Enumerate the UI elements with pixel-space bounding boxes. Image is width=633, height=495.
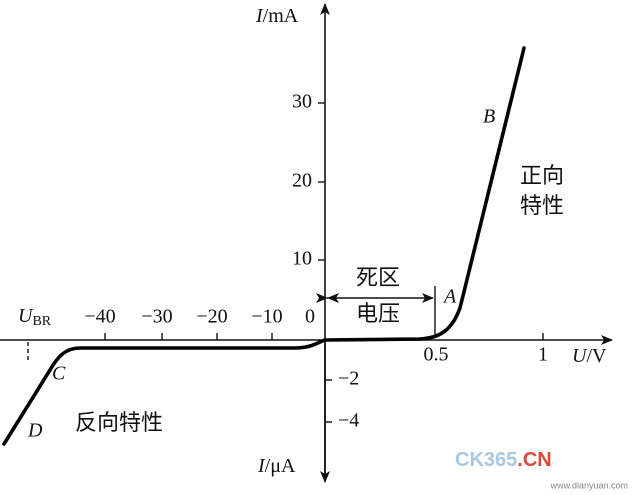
y-tick-label: 10	[292, 248, 312, 270]
forward-label: 特性	[520, 193, 564, 218]
forward-label: 正向	[520, 163, 564, 188]
y-tick-label: 20	[292, 170, 312, 192]
x-tick-label: −40	[84, 306, 115, 328]
y-positive-label: I/mA	[255, 5, 299, 27]
x-tick-label: −20	[196, 306, 227, 328]
tick-marks	[104, 102, 544, 423]
dead-zone-label: 死区	[356, 265, 400, 290]
point-label: D	[27, 420, 43, 442]
y-tick-label: −4	[338, 410, 359, 432]
x-tick-label: 1	[538, 344, 548, 366]
x-tick-label: −30	[141, 306, 172, 328]
watermark: CK365.CN	[455, 449, 552, 471]
point-label: B	[483, 106, 495, 128]
x-label: U/V	[572, 345, 607, 367]
dead-zone-label: 电压	[356, 301, 400, 326]
y-tick-label: 30	[292, 91, 312, 113]
arrow-head	[327, 293, 339, 303]
x-tick-label: −10	[251, 306, 282, 328]
x-tick-label: 0.5	[424, 344, 449, 366]
point-label: C	[52, 363, 66, 385]
point-label: A	[442, 286, 457, 308]
origin-label: 0	[305, 306, 315, 328]
reverse-curve	[2, 338, 327, 446]
y-negative-label: I/μA	[257, 455, 296, 477]
reverse-label: 反向特性	[75, 410, 163, 435]
breakdown-label: UBR	[18, 305, 52, 330]
forward-curve	[323, 46, 526, 342]
y-tick-label: −2	[338, 368, 359, 390]
watermark-url: www.dianyuan.com	[549, 480, 628, 490]
